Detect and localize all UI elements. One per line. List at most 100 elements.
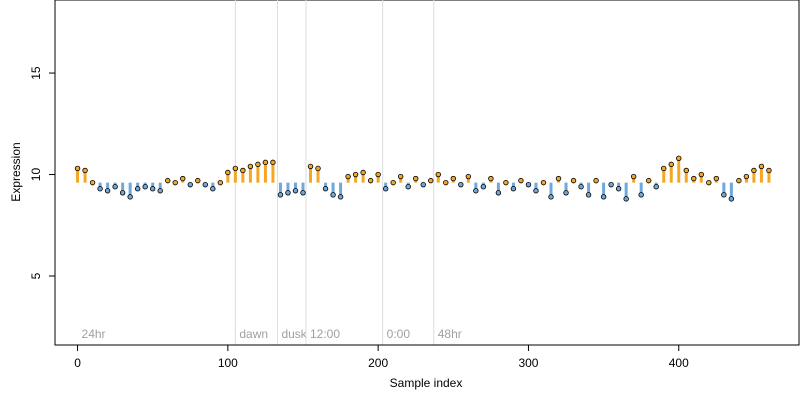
marker-lines: 24hr dawn dusk 12:00 0:00 48hr [82, 0, 462, 345]
data-point [225, 169, 231, 176]
x-tick-label: 200 [368, 356, 388, 370]
data-point [578, 184, 584, 190]
data-point [367, 177, 374, 184]
y-tick-label: 5 [29, 272, 43, 279]
data-point [728, 196, 735, 202]
data-point [518, 177, 524, 184]
data-point [195, 177, 201, 184]
y-axis-label: Expression [9, 142, 23, 201]
marker-label: 24hr [82, 327, 106, 341]
data-point [615, 186, 622, 192]
data-point [285, 190, 291, 196]
data-point [157, 188, 163, 194]
data-point [683, 167, 689, 174]
data-point [382, 186, 389, 192]
data-point [375, 171, 381, 178]
data-point [706, 179, 712, 186]
data-point [112, 184, 118, 190]
data-point [548, 194, 554, 200]
y-tick-label: 15 [29, 66, 43, 80]
data-point [142, 184, 148, 190]
data-point [495, 190, 502, 196]
x-tick-label: 400 [669, 356, 689, 370]
data-point [277, 192, 284, 198]
data-point [758, 163, 765, 170]
data-point [247, 163, 254, 170]
data-point [74, 165, 81, 172]
marker-label: dusk [281, 327, 307, 341]
data-point [134, 186, 141, 192]
data-point [390, 179, 396, 186]
data-point [405, 184, 411, 190]
data-point [232, 165, 239, 172]
data-point [89, 179, 96, 186]
data-point [180, 175, 186, 182]
data-point [736, 177, 742, 184]
data-point [608, 181, 614, 188]
data-point [97, 186, 103, 192]
data-point [202, 181, 209, 188]
data-point [127, 194, 133, 200]
y-axis: 5 10 15 [29, 66, 56, 279]
data-point [653, 184, 659, 190]
data-point [413, 175, 419, 182]
data-point [210, 186, 216, 192]
data-point [570, 177, 577, 184]
data-point [315, 165, 321, 172]
marker-label: 12:00 [310, 327, 340, 341]
data-point [473, 188, 479, 194]
data-point [352, 171, 359, 178]
data-point [638, 192, 644, 198]
data-point [630, 173, 637, 180]
data-point [82, 167, 88, 174]
data-point [721, 192, 727, 198]
data-point [465, 173, 472, 180]
data-point [255, 161, 261, 168]
data-point [172, 179, 178, 186]
data-point [292, 188, 299, 194]
data-point [563, 190, 569, 196]
data-point [435, 171, 441, 178]
x-tick-label: 100 [218, 356, 238, 370]
data-point [555, 175, 562, 182]
data-point [270, 159, 276, 166]
x-tick-label: 0 [74, 356, 81, 370]
data-point [533, 188, 539, 194]
marker-label: 0:00 [387, 327, 411, 341]
data-point [713, 175, 720, 182]
data-point [420, 181, 426, 188]
data-point [510, 186, 517, 192]
data-point [240, 167, 246, 174]
data-point [307, 163, 314, 170]
data-point [661, 165, 667, 172]
data-point [691, 175, 697, 182]
data-point [217, 179, 224, 186]
data-point [104, 188, 111, 194]
data-point [428, 177, 434, 184]
data-point [668, 161, 674, 168]
data-point [337, 194, 344, 200]
data-point [149, 186, 156, 192]
data-point [585, 192, 592, 198]
data-point [480, 184, 487, 190]
data-point [330, 192, 336, 198]
data-point [488, 175, 494, 182]
x-axis: 0 100 200 300 400 [74, 344, 689, 370]
marker-label: dawn [239, 327, 268, 341]
data-point [540, 179, 547, 186]
data-point [751, 167, 757, 174]
data-point [698, 171, 705, 178]
data-point [165, 177, 171, 184]
x-axis-label: Sample index [390, 376, 463, 390]
data-point [345, 173, 351, 180]
data-point [322, 186, 329, 192]
x-tick-label: 300 [518, 356, 538, 370]
data-point [458, 181, 464, 188]
data-point [360, 169, 366, 176]
data-point [450, 175, 457, 182]
data-point [119, 190, 126, 196]
data-point [766, 167, 772, 174]
data-point [593, 177, 599, 184]
data-point [676, 155, 682, 161]
